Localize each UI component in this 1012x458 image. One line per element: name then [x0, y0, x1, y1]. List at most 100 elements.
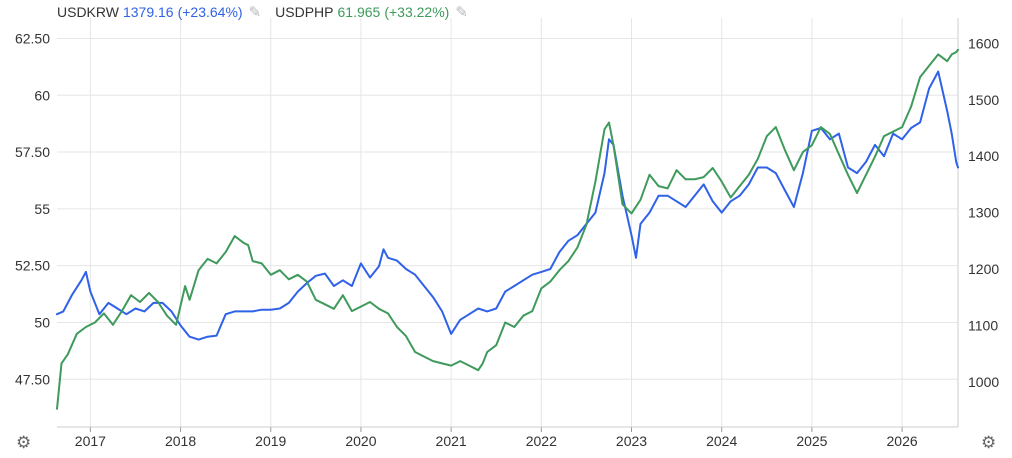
left-axis: 47.50 50 52.50 55 57.50 60 62.50	[15, 30, 50, 387]
pencil-icon[interactable]: ✎	[455, 4, 468, 21]
data-point-usdkrw	[270, 308, 272, 311]
data-point-usdkrw	[950, 132, 953, 135]
data-point-usdphp	[342, 294, 344, 297]
data-point-usdphp	[486, 351, 489, 353]
data-point-usdkrw	[188, 335, 191, 338]
data-point-usdphp	[148, 292, 150, 294]
data-point-usdkrw	[315, 275, 317, 277]
data-point-usdphp	[793, 169, 795, 171]
data-point-usdphp	[139, 301, 141, 303]
gear-icon[interactable]: ⚙	[981, 433, 997, 452]
data-point-usdkrw	[62, 310, 65, 313]
data-point-usdphp	[621, 203, 624, 206]
data-point-usdkrw	[702, 183, 705, 186]
data-point-usdkrw	[342, 279, 344, 282]
data-point-usdphp	[67, 353, 69, 356]
data-point-usdphp	[423, 355, 425, 358]
data-point-usdphp	[175, 324, 177, 326]
data-point-usdphp	[432, 360, 434, 362]
data-point-usdphp	[233, 235, 236, 237]
data-point-usdkrw	[639, 223, 642, 225]
data-point-usdphp	[130, 294, 132, 297]
data-point-usdphp	[405, 335, 407, 337]
legend-usdphp-symbol[interactable]: USDPHP	[275, 4, 334, 20]
data-point-usdphp	[919, 76, 921, 78]
data-point-usdphp	[648, 174, 651, 176]
data-point-usdphp	[333, 308, 335, 310]
legend-usdkrw-symbol[interactable]: USDKRW	[57, 4, 119, 20]
data-point-usdkrw	[459, 319, 462, 321]
data-point-usdphp	[955, 51, 957, 53]
data-point-usdkrw	[865, 161, 867, 163]
data-point-usdkrw	[197, 338, 200, 341]
data-point-usdkrw	[242, 310, 245, 313]
data-point-usdphp	[702, 176, 705, 178]
data-point-usdkrw	[711, 200, 714, 203]
data-point-usdkrw	[450, 333, 452, 335]
legend: USDKRW 1379.16 (+23.64%) ✎ USDPHP 61.965…	[57, 3, 482, 21]
data-point-usdkrw	[382, 248, 385, 251]
data-point-usdkrw	[874, 144, 876, 146]
data-point-usdkrw	[89, 290, 92, 293]
data-point-usdphp	[603, 128, 606, 131]
data-point-usdkrw	[432, 296, 434, 299]
legend-usdkrw-change: (+23.64%)	[177, 4, 243, 20]
data-point-usdphp	[748, 174, 750, 176]
data-point-usdphp	[775, 126, 777, 128]
data-point-usdkrw	[910, 127, 912, 129]
data-point-usdphp	[693, 178, 696, 181]
data-point-usdkrw	[405, 268, 407, 270]
data-point-usdkrw	[441, 310, 443, 313]
data-point-usdphp	[540, 287, 543, 290]
x-tick-label: 2022	[526, 433, 557, 449]
data-point-usdphp	[549, 280, 552, 283]
right-tick-label: 1000	[968, 374, 999, 390]
data-point-usdphp	[865, 174, 867, 176]
data-point-usdkrw	[928, 87, 930, 90]
data-point-usdphp	[504, 321, 507, 324]
gear-icon[interactable]: ⚙	[16, 433, 32, 452]
data-point-usdkrw	[847, 166, 849, 169]
x-tick-label: 2020	[345, 433, 376, 449]
data-point-usdkrw	[729, 200, 732, 203]
data-point-usdphp	[481, 362, 484, 365]
data-point-usdphp	[513, 326, 516, 328]
data-point-usdkrw	[829, 138, 831, 141]
data-point-usdphp	[166, 314, 168, 317]
data-point-usdkrw	[957, 166, 959, 169]
data-point-usdphp	[675, 169, 678, 171]
data-point-usdphp	[558, 269, 561, 272]
data-point-usdphp	[224, 251, 227, 253]
data-point-usdkrw	[396, 259, 398, 262]
data-point-usdkrw	[369, 276, 371, 279]
series-line-usdkrw	[56, 70, 959, 341]
data-point-usdphp	[157, 301, 159, 303]
data-point-usdphp	[112, 324, 114, 326]
data-point-usdkrw	[80, 279, 83, 282]
data-point-usdphp	[76, 333, 78, 335]
data-point-usdphp	[441, 362, 443, 365]
legend-usdphp-value: 61.965	[337, 4, 381, 20]
right-tick-label: 1300	[968, 205, 999, 221]
data-point-usdphp	[206, 258, 209, 260]
data-point-usdkrw	[233, 310, 236, 313]
data-point-usdphp	[820, 126, 822, 128]
right-axis: 1000 1100 1200 1300 1400 1500 1600	[957, 18, 999, 427]
data-point-usdphp	[60, 362, 63, 365]
data-point-usdphp	[856, 192, 858, 194]
left-tick-label: 55	[34, 201, 50, 217]
data-point-usdphp	[666, 187, 669, 190]
data-point-usdkrw	[224, 313, 227, 316]
x-axis: 2017 2018 2019 2020 2021 2022 2023 2024 2025 2026	[57, 426, 958, 449]
grid-lines	[57, 18, 958, 427]
data-point-usdphp	[378, 308, 380, 310]
legend-usdphp-change: (+33.22%)	[384, 4, 450, 20]
data-point-usdphp	[103, 312, 105, 315]
data-point-usdphp	[94, 321, 96, 324]
data-point-usdphp	[901, 126, 903, 128]
data-point-usdkrw	[71, 293, 74, 296]
data-point-usdkrw	[206, 335, 209, 338]
data-point-usdphp	[56, 408, 58, 410]
data-point-usdphp	[784, 149, 786, 151]
pencil-icon[interactable]: ✎	[248, 4, 262, 21]
